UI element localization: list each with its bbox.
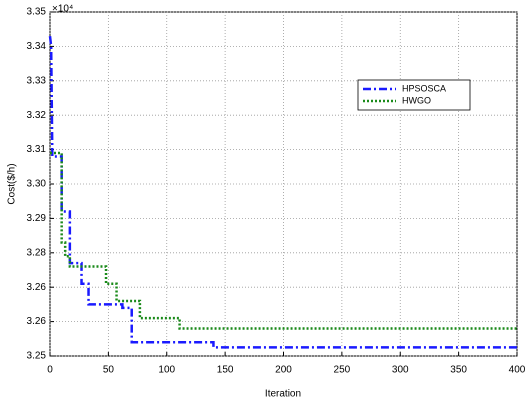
- x-tick-label: 0: [47, 365, 53, 376]
- legend: HPSOSCA HWGO: [357, 79, 471, 111]
- y-multiplier: ×10⁴: [52, 4, 73, 15]
- x-tick-label: 250: [334, 365, 351, 376]
- y-tick-label: 3.25: [27, 351, 47, 362]
- data-line: [48, 35, 517, 349]
- y-tick-label: 3.31: [27, 144, 47, 155]
- y-tick-label: 3.34: [27, 41, 47, 52]
- y-tick-label: 3.26: [27, 316, 47, 327]
- x-tick-label: 300: [392, 365, 409, 376]
- legend-label: HWGO: [402, 95, 431, 105]
- y-tick-label: 3.33: [27, 75, 47, 86]
- x-tick-label: 350: [450, 365, 467, 376]
- y-tick-label: 3.26: [27, 282, 47, 293]
- y-tick-label: 3.32: [27, 110, 47, 121]
- x-tick-label: 150: [217, 365, 234, 376]
- x-axis-label: Iteration: [265, 389, 301, 400]
- legend-box: [357, 79, 471, 111]
- x-tick-label: 100: [158, 365, 175, 376]
- y-tick-label: 3.28: [27, 247, 47, 258]
- x-tick-label: 400: [509, 365, 526, 376]
- y-axis-label: Cost($/h): [7, 163, 18, 204]
- x-tick-label: 200: [275, 365, 292, 376]
- y-tick-label: 3.35: [27, 7, 47, 18]
- x-tick-label: 50: [103, 365, 115, 376]
- y-tick-label: 3.29: [27, 213, 47, 224]
- y-tick-label: 3.30: [27, 179, 47, 190]
- legend-label: HPSOSCA: [402, 83, 446, 93]
